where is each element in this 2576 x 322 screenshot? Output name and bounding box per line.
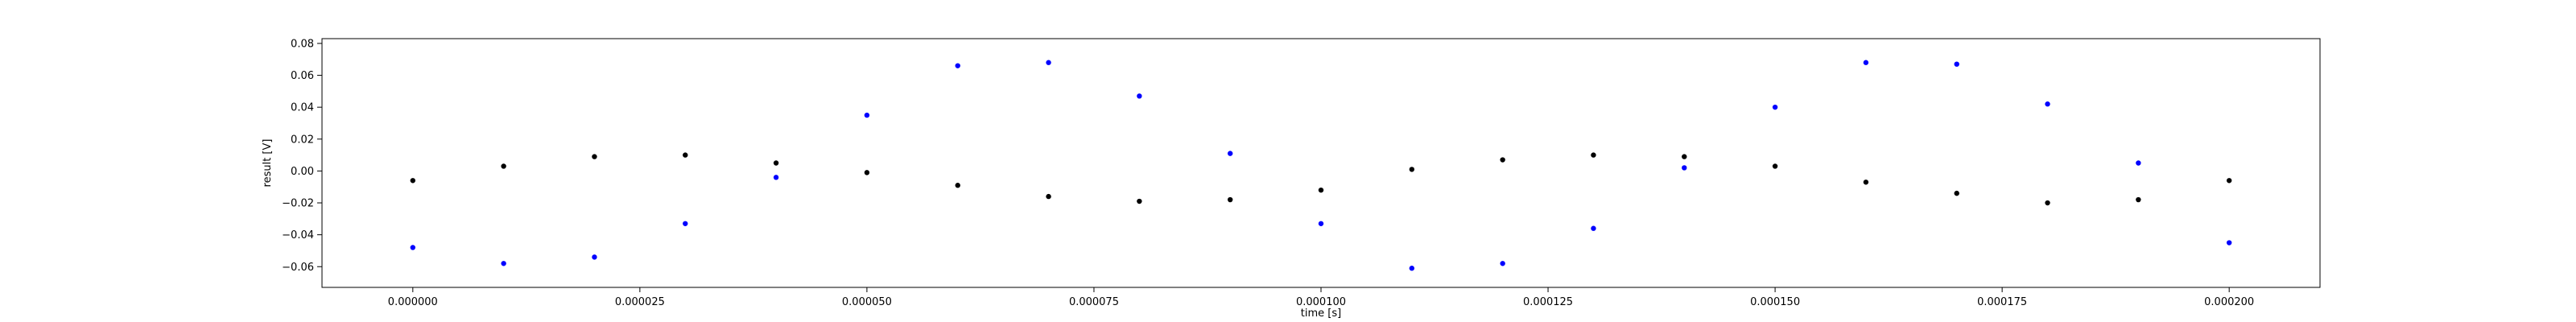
data-point xyxy=(410,245,416,250)
x-tick-label: 0.000175 xyxy=(1977,296,2027,308)
x-axis-ticks: 0.000000 0.000025 0.000050 0.000075 0.000100… xyxy=(388,287,2254,308)
data-point xyxy=(1682,165,1687,171)
data-point xyxy=(1682,154,1687,159)
data-point xyxy=(1954,190,1959,196)
data-point xyxy=(501,163,506,169)
x-tick-label: 0.000050 xyxy=(842,296,892,308)
x-tick-label: 0.000200 xyxy=(2204,296,2254,308)
data-point xyxy=(955,63,960,68)
x-tick-label: 0.000150 xyxy=(1750,296,1800,308)
y-axis-label: result [V] xyxy=(262,139,274,188)
data-point xyxy=(2136,196,2141,203)
data-point xyxy=(864,170,870,175)
data-point xyxy=(1500,261,1505,266)
data-point xyxy=(683,221,688,226)
data-point xyxy=(1772,104,1778,110)
data-point xyxy=(2136,160,2141,166)
y-tick-label: 0.04 xyxy=(291,102,314,114)
x-tick-label: 0.000100 xyxy=(1296,296,1346,308)
data-point xyxy=(1591,225,1596,231)
data-point xyxy=(773,175,779,180)
data-point xyxy=(1591,152,1596,158)
y-tick-label: 0.00 xyxy=(291,166,314,178)
data-point xyxy=(1137,198,1142,204)
x-tick-label: 0.000025 xyxy=(615,296,665,308)
data-point xyxy=(1318,221,1324,226)
data-point xyxy=(410,178,416,184)
x-tick-label: 0.000000 xyxy=(388,296,438,308)
data-point xyxy=(955,183,960,188)
y-tick-label: 0.06 xyxy=(291,70,314,82)
data-point xyxy=(773,160,779,166)
y-tick-label: −0.02 xyxy=(282,198,314,210)
data-point xyxy=(864,112,870,118)
data-point xyxy=(683,152,688,158)
data-point xyxy=(1046,193,1051,200)
data-point xyxy=(1227,196,1233,203)
y-tick-label: −0.04 xyxy=(282,229,314,242)
y-tick-label: 0.02 xyxy=(291,134,314,146)
data-point xyxy=(592,154,597,159)
data-point xyxy=(1954,61,1959,67)
x-axis-label: time [s] xyxy=(1301,308,1341,320)
data-point xyxy=(592,254,597,260)
plot-frame xyxy=(321,38,2321,288)
data-point xyxy=(2226,240,2232,246)
y-tick-label: 0.08 xyxy=(291,38,314,50)
data-point xyxy=(1863,180,1869,185)
x-tick-label: 0.000075 xyxy=(1069,296,1119,308)
blue-series xyxy=(410,60,2232,271)
data-point xyxy=(1318,187,1324,193)
data-point xyxy=(2226,178,2232,184)
black-series xyxy=(410,152,2232,206)
data-point xyxy=(2045,200,2050,206)
y-axis-ticks: −0.06 −0.04 −0.02 0.00 0.02 0.04 0.06 0.08 xyxy=(282,38,322,274)
data-point xyxy=(1409,167,1415,172)
data-point xyxy=(1772,163,1778,169)
data-point xyxy=(1500,157,1505,163)
data-point xyxy=(1137,93,1142,99)
data-point xyxy=(2045,101,2050,107)
data-point xyxy=(1863,60,1869,65)
data-point xyxy=(1046,60,1051,65)
data-point xyxy=(1227,151,1233,156)
y-tick-label: −0.06 xyxy=(282,262,314,274)
data-point xyxy=(501,261,506,266)
data-point xyxy=(1409,266,1415,271)
x-tick-label: 0.000125 xyxy=(1523,296,1573,308)
